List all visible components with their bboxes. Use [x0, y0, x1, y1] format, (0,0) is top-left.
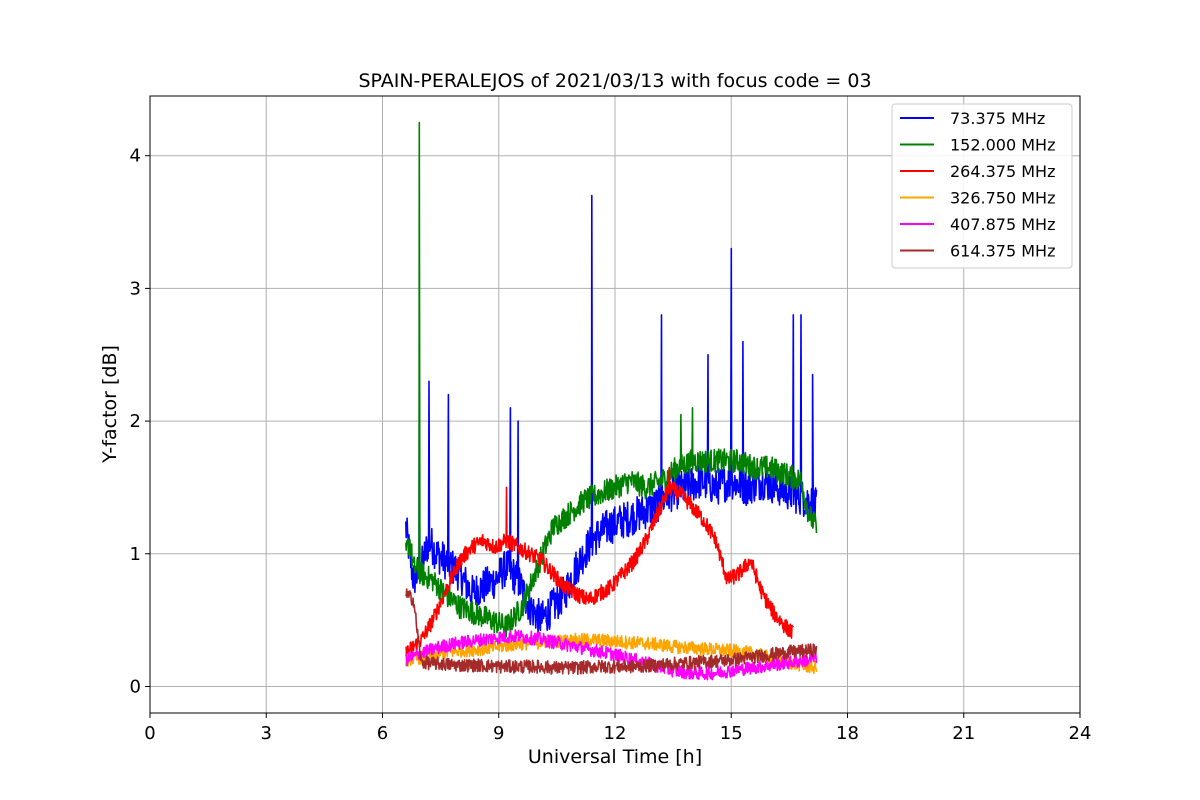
- x-axis-title: Universal Time [h]: [528, 746, 702, 768]
- x-tick-label: 3: [261, 723, 272, 744]
- legend-label: 614.375 MHz: [950, 242, 1055, 261]
- series-line-5: [405, 629, 818, 681]
- legend-label: 264.375 MHz: [950, 162, 1055, 181]
- series-line-3: [405, 466, 794, 661]
- y-tick-label: 0: [130, 676, 141, 697]
- chart-title: SPAIN-PERALEJOS of 2021/03/13 with focus…: [358, 70, 871, 92]
- x-tick-label: 9: [493, 723, 504, 744]
- y-tick-label: 3: [130, 278, 141, 299]
- legend: 73.375 MHz 152.000 MHz 264.375 MHz 326.750 …: [891, 103, 1073, 269]
- legend-label: 407.875 MHz: [950, 215, 1055, 234]
- y-tick-label: 2: [130, 411, 141, 432]
- series-line-1: [405, 194, 818, 635]
- legend-box: [891, 103, 1073, 269]
- x-tick-label: 6: [377, 723, 388, 744]
- y-tick-label: 4: [130, 146, 141, 167]
- y-axis-title: Y-factor [dB]: [99, 345, 121, 464]
- series-line-4: [405, 632, 818, 675]
- x-tick-label: 15: [720, 723, 743, 744]
- legend-label: 326.750 MHz: [950, 189, 1055, 208]
- series-line-2: [405, 121, 818, 638]
- series-line-6: [405, 588, 818, 676]
- x-tick-label: 12: [604, 723, 627, 744]
- x-tick-label: 18: [836, 723, 859, 744]
- series-layer: [405, 121, 818, 681]
- legend-label: 152.000 MHz: [950, 136, 1055, 155]
- x-tick-label: 0: [144, 723, 155, 744]
- legend-label: 73.375 MHz: [950, 109, 1045, 128]
- y-tick-label: 1: [130, 544, 141, 565]
- x-tick-label: 21: [952, 723, 975, 744]
- x-tick-label: 24: [1069, 723, 1092, 744]
